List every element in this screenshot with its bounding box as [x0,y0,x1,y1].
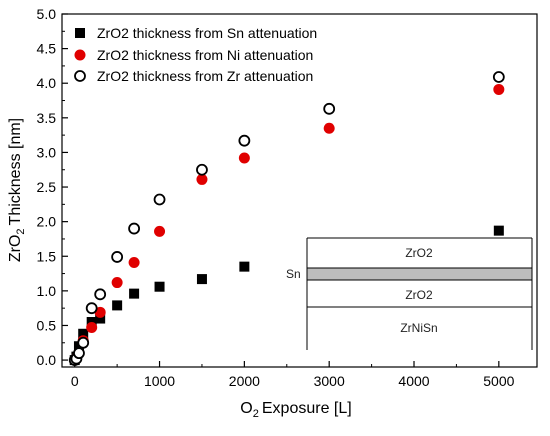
y-tick-label: 3.0 [37,144,57,160]
x-axis-title-main: Exposure [L] [262,400,352,417]
zr-data-point [128,222,140,235]
y-axis-title-main: Thickness [nm] [7,118,24,226]
plot-frame [61,13,538,368]
zr-data-point [238,134,251,147]
x-tick-label: 0 [71,373,79,389]
x-tick-label: 2000 [229,373,260,389]
zr-data-point [77,336,90,349]
legend: ZrO2 thickness from Sn attenuation ZrO2 … [74,25,317,84]
legend-sn-label: ZrO2 thickness from Sn attenuation [97,25,317,41]
x-axis-title: O2 Exposure [L] [240,400,351,420]
ni-data-point [111,277,123,289]
legend-ni-marker [74,49,86,61]
y-tick-labels: 0.0 0.5 1.0 1.5 2.0 2.5 3.0 3.5 4.0 4.5 5.0 [37,6,57,368]
sn-data-point [196,274,207,285]
y-axis-title: ZrO2 Thickness [nm] [7,118,27,262]
ni-data-point [493,83,505,95]
x-tick-label: 3000 [314,373,345,389]
ni-data-point [238,152,250,164]
legend-zr-marker [74,70,86,82]
zr-data-point [111,251,124,263]
ni-data-point [154,225,166,237]
y-tick-label: 1.0 [37,283,57,299]
zr-data-point [85,302,98,315]
x-tick-label: 5000 [483,373,514,389]
y-tick-label: 2.5 [37,179,57,195]
inset-sn-label: Sn [286,267,301,281]
y-axis-title-subscript: 2 [15,228,27,234]
x-axis-title-prefix: O [240,400,252,417]
y-tick-label: 4.0 [37,75,57,91]
zr-data-point [153,193,166,206]
y-tick-label: 3.5 [37,110,57,126]
y-tick-label: 4.5 [37,41,57,57]
zr-data-point [94,288,107,301]
x-tick-labels: 0 1000 2000 3000 4000 5000 [71,373,515,389]
inset-middle-zro2-label: ZrO2 [405,288,433,302]
x-tick-label: 4000 [398,373,429,389]
y-tick-label: 0.5 [37,317,57,333]
inset-sn-layer [306,267,533,281]
ni-data-point [196,173,208,185]
x-tick-label: 1000 [144,373,175,389]
legend-ni-label: ZrO2 thickness from Ni attenuation [97,47,313,63]
sn-data-point [95,313,106,324]
sn-data-point [129,288,140,299]
sn-data-point [78,328,89,339]
inset-zrnisn-label: ZrNiSn [400,321,437,335]
legend-zr-label: ZrO2 thickness from Zr attenuation [97,68,313,84]
zr-data-point [73,347,85,360]
ni-data-point [86,322,98,334]
sn-data-point [86,317,97,328]
layer-stack-inset: ZrO2 Sn ZrO2 ZrNiSn [286,237,533,350]
y-tick-label: 2.0 [37,214,57,230]
sn-data-point [239,261,250,272]
zr-data-point [323,102,336,115]
sn-data-point [154,281,165,292]
zr-data-point [492,71,505,83]
y-axis-title-prefix: ZrO [7,235,24,263]
x-axis-title-subscript: 2 [253,408,259,420]
legend-sn-marker [75,28,85,38]
inset-top-zro2-label: ZrO2 [405,246,433,260]
series-sn-attenuation [69,225,504,366]
zr-data-point [196,163,208,176]
ni-data-point [94,306,106,318]
axis-ticks [62,13,500,367]
y-tick-label: 0.0 [37,352,57,368]
series-zr-attenuation [68,71,505,366]
sn-data-point [112,300,123,311]
y-tick-label: 1.5 [37,248,57,264]
ni-data-point [323,122,335,134]
sn-data-point [493,225,504,236]
y-tick-label: 5.0 [37,6,57,22]
ni-data-point [128,256,140,268]
